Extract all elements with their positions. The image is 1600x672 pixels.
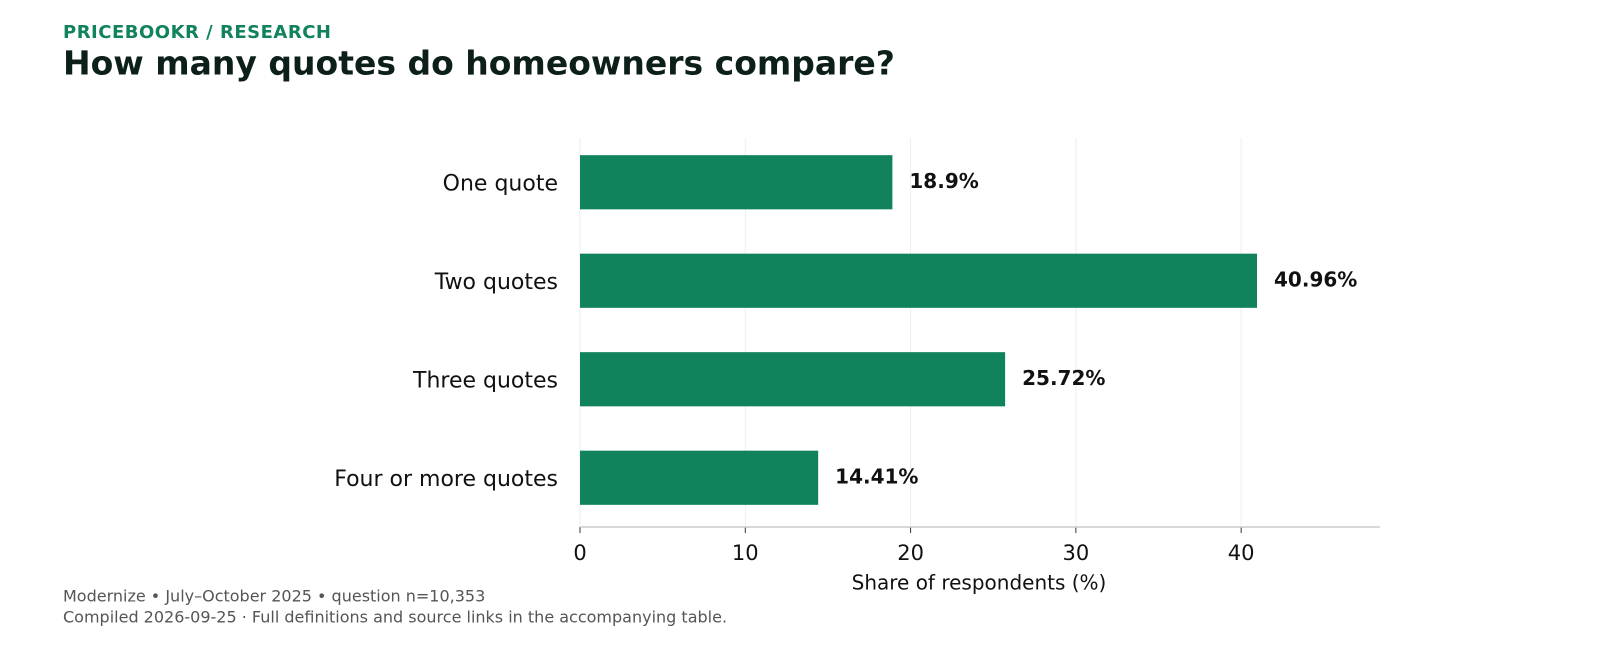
value-label: 25.72% [1022,366,1105,390]
x-tick-label: 20 [897,541,924,565]
note: Compiled 2026-09-25 · Full definitions a… [63,608,727,627]
y-tick-label: Four or more quotes [334,467,558,492]
bar [580,352,1006,407]
bar [580,155,893,210]
y-tick-label: Three quotes [412,368,558,393]
y-tick-label: Two quotes [434,270,558,295]
x-tick-label: 30 [1063,541,1090,565]
source: Modernize • July–October 2025 • question… [63,587,485,606]
bar [580,253,1258,308]
x-axis-label: Share of respondents (%) [852,571,1107,595]
y-tick-label: One quote [443,171,558,196]
value-label: 14.41% [835,464,918,488]
chart-title: How many quotes do homeowners compare? [63,44,895,83]
x-tick-label: 0 [573,541,586,565]
kicker: PRICEBOOKR / RESEARCH [63,22,331,43]
value-label: 18.9% [909,169,978,193]
value-label: 40.96% [1274,267,1357,291]
bar [580,450,819,505]
x-tick-label: 40 [1228,541,1255,565]
x-tick-label: 10 [732,541,759,565]
